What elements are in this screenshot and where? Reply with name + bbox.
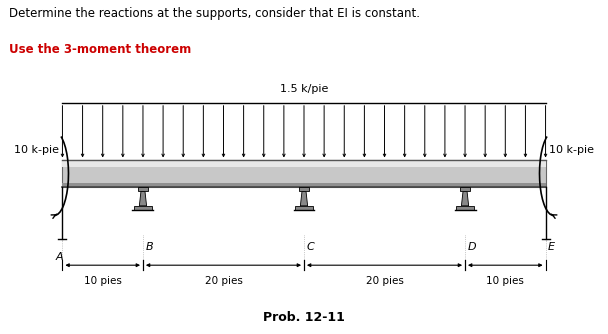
- Polygon shape: [300, 191, 308, 206]
- Text: 10 k-pie: 10 k-pie: [549, 145, 594, 155]
- Polygon shape: [461, 191, 469, 206]
- Polygon shape: [139, 191, 147, 206]
- Text: 10 pies: 10 pies: [84, 276, 122, 286]
- Bar: [460, 187, 470, 191]
- Text: C: C: [306, 241, 314, 252]
- Text: 20 pies: 20 pies: [365, 276, 404, 286]
- Bar: [295, 206, 313, 210]
- Text: 1.5 k/pie: 1.5 k/pie: [280, 84, 328, 94]
- Text: Prob. 12-11: Prob. 12-11: [263, 311, 345, 324]
- Text: A: A: [56, 252, 64, 262]
- Text: 20 pies: 20 pies: [204, 276, 243, 286]
- Text: 10 k-pie: 10 k-pie: [14, 145, 59, 155]
- Text: Use the 3-moment theorem: Use the 3-moment theorem: [9, 43, 192, 56]
- Text: 10 pies: 10 pies: [486, 276, 524, 286]
- Bar: [456, 206, 474, 210]
- Bar: [63, 160, 545, 187]
- Text: B: B: [146, 241, 154, 252]
- Bar: [134, 206, 152, 210]
- Bar: [299, 187, 309, 191]
- Text: E: E: [548, 241, 555, 252]
- Bar: [63, 160, 545, 167]
- Text: Determine the reactions at the supports, consider that EI is constant.: Determine the reactions at the supports,…: [9, 7, 420, 20]
- Text: D: D: [468, 241, 476, 252]
- Bar: [138, 187, 148, 191]
- Bar: [63, 183, 545, 187]
